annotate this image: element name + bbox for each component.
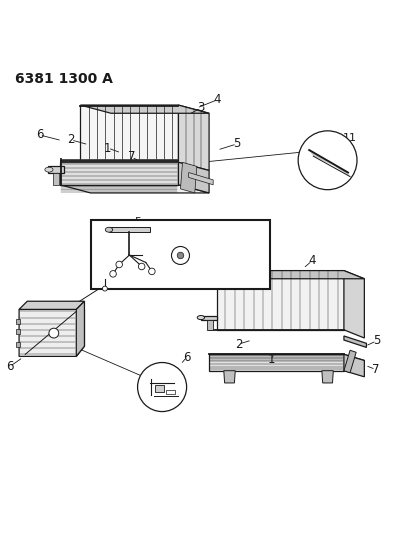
- Text: 5: 5: [134, 217, 141, 228]
- Polygon shape: [80, 105, 178, 163]
- Text: 8: 8: [140, 274, 147, 285]
- Bar: [16, 342, 20, 346]
- Text: 5: 5: [372, 334, 380, 348]
- Polygon shape: [19, 309, 84, 357]
- Text: 4: 4: [213, 93, 220, 106]
- Text: 1: 1: [267, 353, 274, 366]
- Ellipse shape: [105, 227, 112, 232]
- Polygon shape: [343, 336, 366, 348]
- Polygon shape: [343, 354, 364, 377]
- Bar: [52, 173, 59, 185]
- Text: 7: 7: [371, 363, 379, 376]
- Text: 11: 11: [342, 133, 356, 143]
- Circle shape: [177, 252, 183, 259]
- Circle shape: [148, 268, 155, 274]
- Circle shape: [297, 131, 356, 190]
- Text: 6: 6: [182, 351, 190, 364]
- Text: 6381 1300 A: 6381 1300 A: [15, 72, 112, 86]
- Circle shape: [138, 263, 144, 270]
- Text: 6: 6: [36, 128, 43, 141]
- Polygon shape: [60, 185, 209, 193]
- Bar: [16, 319, 20, 324]
- Polygon shape: [80, 105, 209, 114]
- Polygon shape: [180, 163, 196, 193]
- Polygon shape: [209, 354, 364, 360]
- Bar: [166, 390, 175, 394]
- Polygon shape: [188, 173, 213, 185]
- Text: 10: 10: [202, 244, 216, 254]
- Polygon shape: [200, 316, 217, 320]
- Text: 2: 2: [234, 337, 242, 351]
- Text: 3: 3: [242, 256, 249, 269]
- Polygon shape: [178, 105, 209, 171]
- Bar: [154, 385, 163, 392]
- Text: 2: 2: [67, 133, 74, 147]
- Text: 12: 12: [167, 370, 181, 380]
- Polygon shape: [60, 163, 178, 185]
- Text: 3: 3: [197, 101, 204, 115]
- Text: 8: 8: [100, 281, 107, 290]
- Ellipse shape: [45, 167, 53, 172]
- Text: 1: 1: [104, 141, 111, 155]
- Circle shape: [116, 261, 122, 268]
- Text: 7: 7: [100, 253, 107, 263]
- Text: 9: 9: [162, 274, 169, 285]
- Polygon shape: [178, 163, 209, 193]
- Polygon shape: [217, 271, 364, 279]
- Polygon shape: [308, 150, 349, 176]
- Circle shape: [137, 362, 186, 411]
- Circle shape: [102, 286, 107, 291]
- Circle shape: [171, 246, 189, 264]
- Polygon shape: [47, 166, 64, 173]
- Text: 4: 4: [308, 254, 315, 267]
- Polygon shape: [209, 354, 343, 370]
- Polygon shape: [109, 227, 149, 232]
- Ellipse shape: [197, 316, 204, 320]
- Polygon shape: [343, 350, 355, 373]
- Polygon shape: [223, 370, 235, 383]
- Text: 7: 7: [127, 150, 135, 164]
- Polygon shape: [61, 159, 178, 163]
- Bar: [16, 329, 20, 334]
- Bar: [90, 220, 270, 289]
- Circle shape: [49, 328, 58, 338]
- Polygon shape: [217, 271, 343, 330]
- Text: 5: 5: [233, 138, 240, 150]
- Text: 6: 6: [6, 360, 13, 373]
- Bar: [207, 320, 213, 330]
- Circle shape: [110, 271, 116, 277]
- Polygon shape: [19, 301, 84, 309]
- Polygon shape: [321, 370, 333, 383]
- Polygon shape: [76, 301, 84, 357]
- Polygon shape: [343, 271, 364, 338]
